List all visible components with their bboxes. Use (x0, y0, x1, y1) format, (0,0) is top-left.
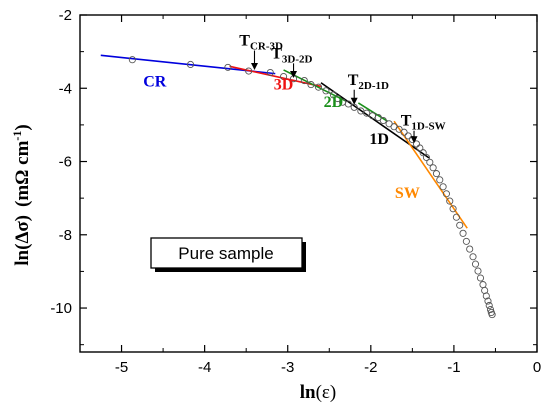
data-point (334, 94, 342, 103)
data-point (449, 205, 457, 213)
transition-label-main: T (271, 46, 282, 63)
legend-label: Pure sample (178, 244, 273, 263)
y-axis-title-main: ln(Δσ) (12, 215, 33, 266)
x-axis-title-main: ln (300, 382, 316, 403)
data-point (280, 72, 288, 81)
data-point (422, 153, 431, 162)
data-point (419, 149, 427, 157)
data-point (446, 197, 454, 205)
data-point (479, 281, 487, 289)
y-axis-title-close: ) (12, 124, 33, 130)
x-tick-label: -3 (281, 359, 294, 376)
data-point (429, 164, 437, 172)
transition-arrow-head (250, 62, 258, 70)
data-point (436, 176, 444, 184)
transition-label: T3D-2D (271, 46, 312, 66)
y-axis-title-unit: (mΩ cm (12, 140, 33, 207)
fit-line (357, 102, 388, 122)
data-point (426, 158, 434, 166)
axis-ticks (79, 14, 538, 352)
data-point (469, 253, 477, 261)
x-axis-title-var: (ε) (316, 382, 337, 403)
data-point (307, 81, 315, 89)
data-point (432, 170, 441, 178)
transition-label-main: T (348, 72, 359, 89)
transition-label-sub: 2D-1D (358, 80, 389, 92)
transition-label: T1D-SW (401, 112, 446, 132)
data-point (322, 87, 330, 95)
data-point (329, 91, 337, 99)
data-point (456, 221, 464, 229)
x-tick-label: 0 (533, 359, 541, 376)
data-point (344, 100, 352, 108)
x-tick-label: -5 (115, 359, 128, 376)
data-point (379, 116, 387, 125)
fit-line (393, 120, 468, 229)
plot-frame (79, 14, 538, 353)
data-point (439, 183, 447, 191)
data-point (128, 56, 136, 64)
transition-arrows (250, 50, 418, 144)
y-tick-label: -8 (59, 227, 72, 244)
y-axis-title-exp: -1 (10, 131, 24, 141)
transition-label-main: T (239, 32, 250, 49)
data-point (488, 311, 496, 319)
data-point (474, 267, 482, 275)
transition-label: TCR-3D (239, 32, 283, 52)
plot-border (79, 14, 538, 353)
regime-label: 1D (369, 131, 389, 148)
y-tick-label: -10 (50, 300, 72, 317)
data-point (300, 77, 308, 85)
data-point (416, 144, 424, 152)
regime-label: SW (395, 185, 420, 202)
data-points (128, 56, 496, 319)
transition-label-sub: 1D-SW (411, 120, 445, 132)
data-point (442, 190, 450, 198)
data-point (486, 305, 495, 314)
legend-box: Pure sample (150, 237, 306, 272)
regime-label: CR (143, 73, 167, 90)
data-point (459, 229, 467, 237)
x-axis-title: ln(ε) (300, 382, 337, 403)
transition-arrow-head (350, 97, 358, 105)
data-point (466, 245, 474, 253)
data-point (485, 301, 493, 310)
data-point (452, 213, 460, 221)
transition-label-sub: CR-3D (250, 40, 283, 52)
data-point (224, 63, 232, 71)
data-point (314, 83, 323, 91)
data-point (476, 274, 485, 282)
y-tick-label: -2 (59, 7, 72, 24)
y-tick-label: -6 (59, 154, 72, 171)
transition-arrow-head (290, 71, 298, 79)
data-point (404, 132, 412, 140)
data-point (484, 297, 492, 305)
x-tick-label: -1 (447, 359, 460, 376)
transition-label-main: T (401, 112, 412, 129)
transition-label-sub: 3D-2D (282, 54, 313, 66)
transition-arrow-head (410, 136, 418, 144)
axis-tick-labels: -5 -4 -3 -2 -1 0-2-4-6-8-10 (50, 7, 541, 376)
data-point (363, 109, 371, 117)
data-point (186, 60, 195, 69)
x-tick-label: -4 (198, 359, 211, 376)
data-point (482, 292, 490, 300)
transition-label: T2D-1D (348, 72, 389, 92)
regime-label: 3D (274, 77, 294, 94)
data-point (245, 67, 253, 75)
data-point (471, 260, 480, 268)
data-point (400, 128, 408, 136)
data-point (266, 68, 274, 77)
regime-label: 2D (324, 94, 344, 111)
x-tick-label: -2 (364, 359, 377, 376)
y-tick-label: -4 (59, 80, 72, 97)
data-point (462, 237, 470, 245)
y-axis-title: ln(Δσ) (mΩ cm-1) (10, 124, 33, 265)
